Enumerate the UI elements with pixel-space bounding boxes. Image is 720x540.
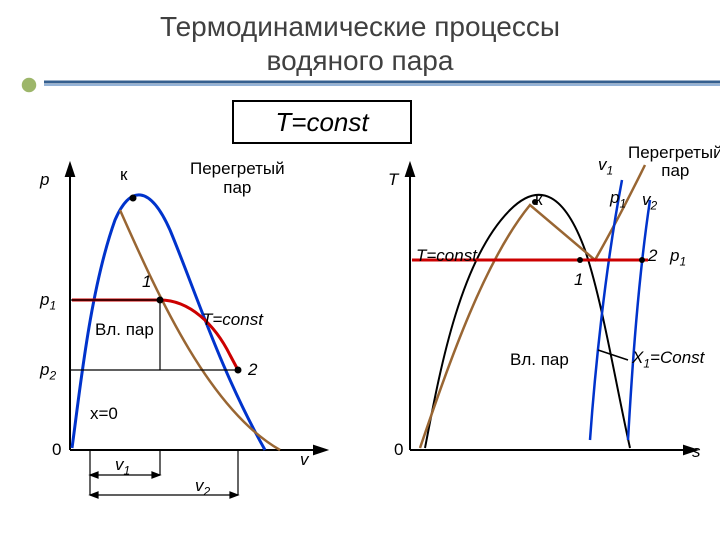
pv-p1: p1 [40, 290, 56, 312]
subtitle-box: T=const [232, 100, 412, 144]
ts-origin: 0 [394, 440, 403, 460]
pv-x-label: v [300, 450, 309, 470]
pv-x0: x=0 [90, 404, 118, 424]
ts-y-label: T [388, 170, 398, 190]
ts-k: к [535, 190, 542, 210]
pv-origin: 0 [52, 440, 61, 460]
pv-superheated: Перегретыйпар [190, 160, 285, 197]
ts-v1: v1 [598, 155, 613, 177]
pv-y-label: p [40, 170, 49, 190]
ts-svg [380, 150, 720, 510]
ts-p1top: p1 [610, 188, 626, 210]
ts-p1r: p1 [670, 246, 686, 268]
pv-p2: p2 [40, 360, 56, 382]
ts-diagram: T s 0 к Перегретыйпар v1 v2 p1 T=const 1… [380, 150, 720, 510]
pv-tconst: T=const [202, 310, 263, 330]
pv-pt2: 2 [248, 360, 257, 380]
pv-pt1: 1 [142, 272, 151, 292]
pv-diagram: p v 0 к Перегретыйпар 1 2 T=const Вл. па… [20, 150, 360, 510]
subtitle-text: T=const [275, 107, 368, 138]
title-underline [0, 80, 720, 86]
ts-x1const: X1=Const [632, 348, 704, 370]
ts-tconst: T=const [416, 246, 477, 266]
ts-pt2: 2 [648, 246, 657, 266]
ts-wet: Вл. пар [510, 350, 569, 370]
pv-v1: v1 [115, 455, 130, 477]
pv-k: к [120, 165, 127, 185]
ts-superheated: Перегретыйпар [628, 144, 720, 180]
title-line2: водяного пара [0, 44, 720, 78]
bullet-icon [20, 76, 38, 94]
title-block: Термодинамические процессы водяного пара [0, 10, 720, 77]
title-line1: Термодинамические процессы [0, 10, 720, 44]
ts-v2: v2 [642, 190, 657, 212]
pv-v2: v2 [195, 476, 210, 498]
ts-x-label: s [692, 442, 701, 462]
pv-wet: Вл. пар [95, 320, 154, 340]
ts-pt1: 1 [574, 270, 583, 290]
pv-svg [20, 150, 360, 510]
